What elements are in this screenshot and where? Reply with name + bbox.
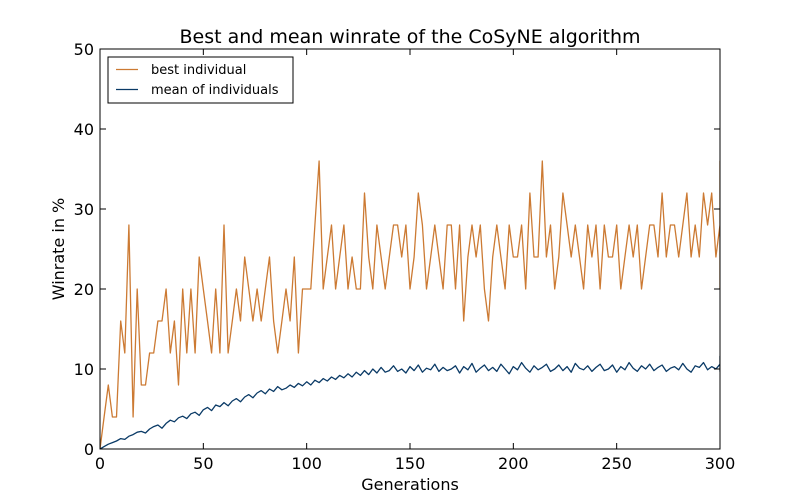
x-tick-label: 150 bbox=[395, 454, 426, 473]
y-tick-label: 20 bbox=[74, 280, 94, 299]
x-tick-label: 300 bbox=[705, 454, 736, 473]
x-tick-label: 250 bbox=[601, 454, 632, 473]
chart-title: Best and mean winrate of the CoSyNE algo… bbox=[179, 26, 640, 48]
x-tick-label: 0 bbox=[95, 454, 105, 473]
y-tick-label: 30 bbox=[74, 200, 94, 219]
y-axis-label: Winrate in % bbox=[49, 198, 68, 301]
y-tick-label: 50 bbox=[74, 40, 94, 59]
ticks-layer: 0 50 100 150 200 250 300 0 10 20 30 40 50 bbox=[74, 40, 736, 473]
y-tick-label: 0 bbox=[84, 440, 94, 459]
y-tick-label: 10 bbox=[74, 360, 94, 379]
legend-box bbox=[107, 56, 294, 104]
series-line-mean-of-individuals bbox=[100, 355, 720, 449]
legend: best individual mean of individuals bbox=[107, 56, 294, 104]
x-tick-label: 100 bbox=[291, 454, 322, 473]
series-line-best-individual bbox=[100, 160, 720, 449]
legend-label-best-individual: best individual bbox=[151, 63, 246, 78]
legend-label-mean-of-individuals: mean of individuals bbox=[151, 83, 279, 98]
x-tick-label: 200 bbox=[498, 454, 529, 473]
series-layer bbox=[100, 160, 720, 449]
x-tick-label: 50 bbox=[193, 454, 213, 473]
y-tick-label: 40 bbox=[74, 120, 94, 139]
x-axis-label: Generations bbox=[361, 475, 459, 494]
